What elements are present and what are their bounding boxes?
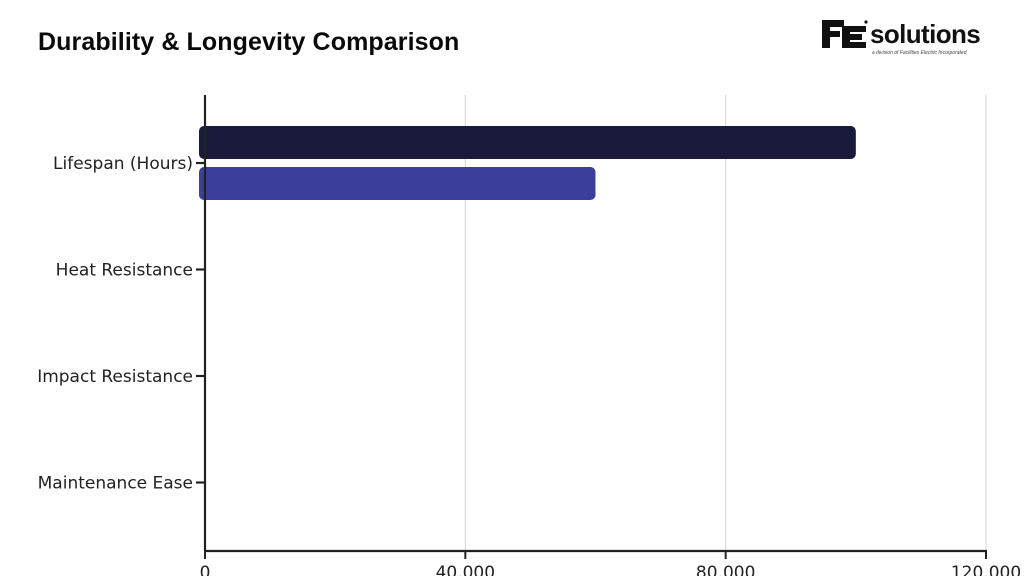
- logo-tagline: a division of Facilities Electric Incorp…: [872, 50, 967, 56]
- x-tick-label: 120,000: [951, 563, 1021, 576]
- logo-wordmark: solutions: [870, 19, 981, 49]
- fe-logo-mark-icon: [822, 20, 868, 48]
- page-title: Durability & Longevity Comparison: [38, 28, 460, 56]
- x-tick-label: 0: [200, 563, 211, 576]
- y-tick-label: Lifespan (Hours): [53, 154, 193, 174]
- y-tick-label: Heat Resistance: [56, 261, 193, 281]
- x-tick-label: 80,000: [696, 563, 755, 576]
- y-tick-label: Impact Resistance: [37, 367, 193, 387]
- company-logo: solutions a division of Facilities Elect…: [822, 16, 992, 60]
- bar: [199, 126, 856, 159]
- y-tick-label: Maintenance Ease: [38, 474, 193, 494]
- x-tick-label: 40,000: [436, 563, 495, 576]
- bar: [199, 167, 596, 200]
